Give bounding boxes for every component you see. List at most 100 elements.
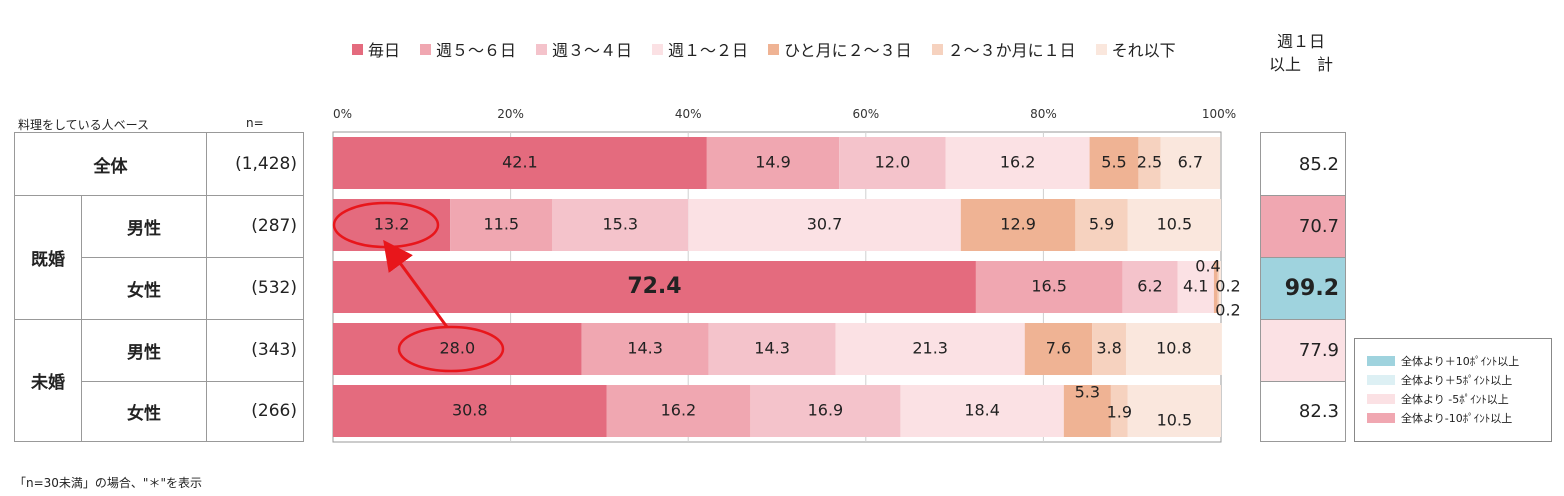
data-label: 5.9 (1089, 215, 1114, 234)
highlight-label: 全体より＋5ﾎﾟｲﾝﾄ以上 (1401, 374, 1513, 387)
data-label: 2.5 (1137, 153, 1162, 172)
row-label-table: 全体 (1,428) 既婚 男性 (287) 女性 (532) 未婚 男性 (3… (14, 132, 304, 442)
row-label-married-male: 男性 (127, 218, 161, 239)
row-n: (266) (251, 401, 297, 421)
table-divider (81, 257, 303, 258)
highlight-legend-item: 全体より＋5ﾎﾟｲﾝﾄ以上 (1367, 372, 1512, 388)
bar-segment (688, 199, 961, 251)
data-label: 5.5 (1101, 153, 1126, 172)
row-label-single-male: 男性 (127, 342, 161, 363)
legend-swatch (420, 43, 432, 55)
legend-swatch (1095, 43, 1107, 55)
bar-segment (1127, 199, 1221, 251)
bar-segment (333, 137, 707, 189)
bar-segment (1089, 137, 1139, 189)
n-label: n= (246, 116, 264, 130)
total-header-line1: 週１日 (1276, 32, 1325, 51)
legend-swatch (768, 43, 780, 55)
bar-segment (333, 261, 976, 313)
bar-segment (839, 137, 946, 189)
data-label: 0.4 (1195, 257, 1220, 276)
data-label: 12.0 (875, 153, 911, 172)
total-value: 85.2 (1298, 153, 1339, 175)
legend-swatch (652, 43, 664, 55)
data-label: 13.2 (374, 215, 410, 234)
bar-segment (1122, 261, 1178, 313)
highlight-legend: 全体より＋10ﾎﾟｲﾝﾄ以上 全体より＋5ﾎﾟｲﾝﾄ以上 全体より -5ﾎﾟｲﾝﾄ以… (1354, 338, 1552, 442)
legend-label: ２～３か月に１日 (947, 41, 1076, 60)
total-value: 82.3 (1261, 381, 1345, 441)
legend-item: それ以下 (1095, 37, 1176, 61)
data-label: 6.7 (1178, 153, 1203, 172)
data-label: 11.5 (483, 215, 519, 234)
table-divider (81, 381, 303, 382)
highlight-swatch (1367, 413, 1395, 423)
data-label: 10.5 (1157, 215, 1193, 234)
data-label: 16.2 (1000, 153, 1036, 172)
bar-segment (706, 137, 840, 189)
data-label: 72.4 (627, 274, 681, 299)
legend-label: 週５～６日 (436, 41, 517, 60)
bar-segment (333, 323, 582, 375)
bar-segment (581, 323, 709, 375)
bar-segment (333, 385, 607, 437)
x-tick-label: 0% (333, 107, 352, 121)
highlight-label: 全体より＋10ﾎﾟｲﾝﾄ以上 (1401, 355, 1520, 368)
data-label: 21.3 (912, 339, 948, 358)
legend-item: 週５～６日 (420, 37, 516, 61)
annotation-arrow (383, 239, 449, 328)
chart-legend: 毎日 週５～６日 週３～４日 週１～２日 ひと月に２～３日 ２～３か月に１日 それ以下 (352, 36, 1176, 62)
row-n: (287) (251, 216, 297, 236)
data-label: 14.3 (627, 339, 663, 358)
bar-segment (1160, 137, 1221, 189)
data-label: 28.0 (440, 339, 476, 358)
highlight-swatch (1367, 375, 1395, 385)
data-label: 10.8 (1156, 339, 1192, 358)
bar-segment (708, 323, 836, 375)
data-label: 10.5 (1157, 411, 1193, 430)
legend-item: ひと月に２～３日 (768, 37, 912, 61)
legend-swatch (352, 43, 363, 55)
data-label: 14.3 (754, 339, 790, 358)
highlight-legend-item: 全体より -5ﾎﾟｲﾝﾄ以上 (1367, 391, 1509, 407)
x-tick-label: 60% (852, 107, 879, 121)
row-label-married-female: 女性 (127, 280, 161, 301)
base-label: 料理をしている人ベース (18, 118, 150, 132)
bar-segment (552, 199, 689, 251)
bar-segment (450, 199, 553, 251)
legend-item: 週１～２日 (652, 37, 748, 61)
bar-segment (960, 199, 1076, 251)
x-tick-label: 20% (497, 107, 524, 121)
bar-segment (945, 137, 1090, 189)
row-n: (1,428) (235, 154, 297, 174)
bar-segment (606, 385, 751, 437)
legend-item: 毎日 (352, 37, 400, 61)
bar-segment (975, 261, 1123, 313)
table-divider (15, 319, 303, 320)
data-label: 4.1 (1183, 277, 1208, 296)
data-label: 15.3 (602, 215, 638, 234)
highlight-swatch (1367, 356, 1395, 366)
data-label: 7.6 (1046, 339, 1071, 358)
highlight-label: 全体より -5ﾎﾟｲﾝﾄ以上 (1401, 393, 1509, 406)
legend-label: それ以下 (1111, 41, 1176, 60)
legend-swatch (931, 43, 943, 55)
total-value: 70.7 (1261, 195, 1345, 257)
x-tick-label: 100% (1202, 107, 1236, 121)
total-value: 77.9 (1261, 319, 1345, 381)
data-label: 30.8 (452, 401, 488, 420)
data-label: 16.9 (808, 401, 844, 420)
data-label: 5.3 (1075, 383, 1100, 402)
legend-item: 週３～４日 (536, 37, 632, 61)
bar-segment (1213, 261, 1218, 313)
row-n: (532) (251, 278, 297, 298)
bar-segment (1075, 199, 1128, 251)
bar-segment (835, 323, 1025, 375)
legend-label: 週１～２日 (668, 41, 749, 60)
bar-segment (1138, 137, 1161, 189)
data-label: 3.8 (1096, 339, 1121, 358)
total-column: 85.2 70.7 99.2 77.9 82.3 (1260, 132, 1346, 442)
data-label: 0.2 (1215, 301, 1240, 320)
group-label-single: 未婚 (31, 372, 65, 393)
